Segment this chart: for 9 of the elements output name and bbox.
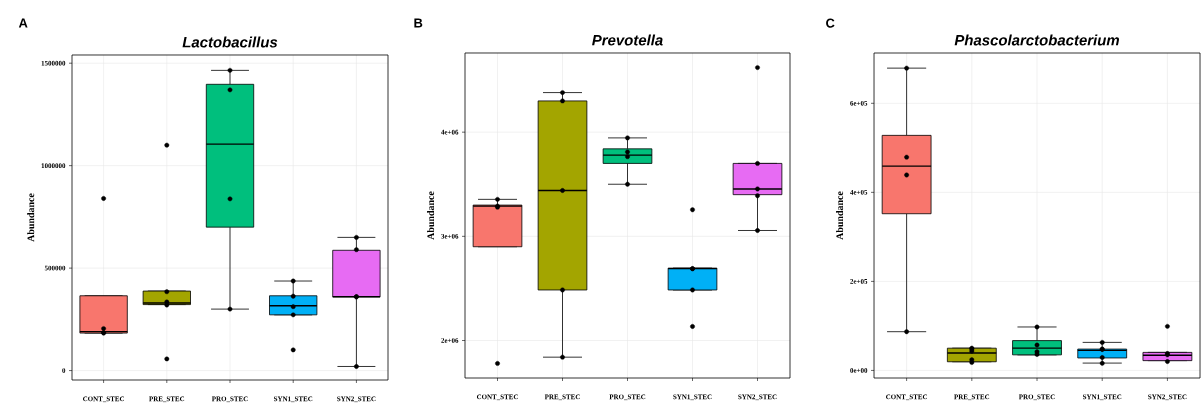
y-axis-title: Abundance: [27, 193, 35, 242]
text: B: [414, 18, 423, 28]
text: A: [18, 18, 28, 28]
y-axis-title: Abundance: [836, 191, 844, 240]
y-axis-title: Abundance: [427, 191, 435, 240]
chart-title: Lactobacillus: [182, 36, 278, 48]
text: C: [826, 18, 835, 28]
chart-title: Prevotella: [592, 34, 663, 46]
chart-title: Phascolarctobacterium: [954, 34, 1120, 46]
